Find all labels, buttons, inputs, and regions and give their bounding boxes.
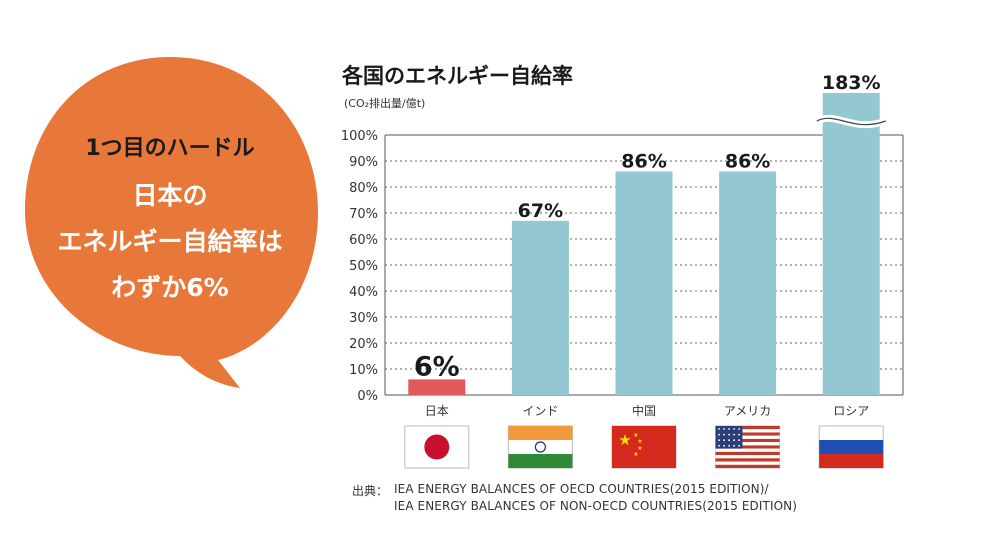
chart-title: 各国のエネルギー自給率: [342, 64, 573, 88]
bubble-line-3: わずか6%: [111, 273, 229, 302]
y-tick-label: 90%: [349, 155, 378, 170]
data-label: 183%: [822, 72, 881, 94]
svg-text:★: ★: [633, 432, 638, 439]
svg-text:★: ★: [618, 431, 631, 449]
y-tick-label: 80%: [349, 181, 378, 196]
y-tick-label: 10%: [349, 363, 378, 378]
svg-text:★: ★: [637, 445, 642, 452]
y-tick-label: 40%: [349, 285, 378, 300]
bar: [408, 379, 466, 395]
y-tick-label: 30%: [349, 311, 378, 326]
svg-text:★: ★: [633, 451, 638, 458]
bar: [822, 93, 880, 395]
y-tick-label: 100%: [341, 129, 378, 144]
chart-unit-note: (CO₂排出量/億t): [344, 97, 426, 110]
x-tick-label: アメリカ: [724, 404, 771, 418]
y-tick-label: 70%: [349, 207, 378, 222]
bubble-line-2: エネルギー自給率は: [57, 227, 283, 256]
data-label: 86%: [621, 150, 666, 172]
x-tick-label: 日本: [425, 404, 449, 418]
y-tick-label: 0%: [357, 389, 378, 404]
x-tick-label: ロシア: [833, 404, 869, 418]
x-tick-label: インド: [522, 404, 558, 418]
source-line-2: IEA ENERGY BALANCES OF NON-OECD COUNTRIE…: [394, 499, 797, 513]
y-tick-label: 60%: [349, 233, 378, 248]
bar: [511, 220, 569, 395]
bubble-heading: 1つ目のハードル: [85, 136, 255, 161]
japan-flag-icon: [404, 425, 470, 469]
data-label: 6%: [414, 351, 460, 382]
y-tick-label: 50%: [349, 259, 378, 274]
source-line-1: IEA ENERGY BALANCES OF OECD COUNTRIES(20…: [394, 482, 769, 496]
axis-break-line: [816, 117, 886, 126]
x-tick-label: 中国: [632, 403, 656, 418]
bar: [615, 171, 673, 395]
russia-flag-icon: [818, 425, 884, 469]
data-label: 67%: [518, 200, 563, 222]
bar: [719, 171, 777, 395]
source-label: 出典：: [352, 484, 389, 498]
china-flag-icon: ★ ★★★★: [611, 425, 677, 469]
bubble-line-1: 日本の: [132, 181, 208, 210]
data-label: 86%: [725, 150, 770, 172]
svg-text:★: ★: [637, 438, 642, 445]
speech-bubble-shape: [25, 57, 318, 388]
india-flag-icon: [507, 425, 573, 469]
y-tick-label: 20%: [349, 337, 378, 352]
usa-flag-icon: [715, 425, 781, 469]
